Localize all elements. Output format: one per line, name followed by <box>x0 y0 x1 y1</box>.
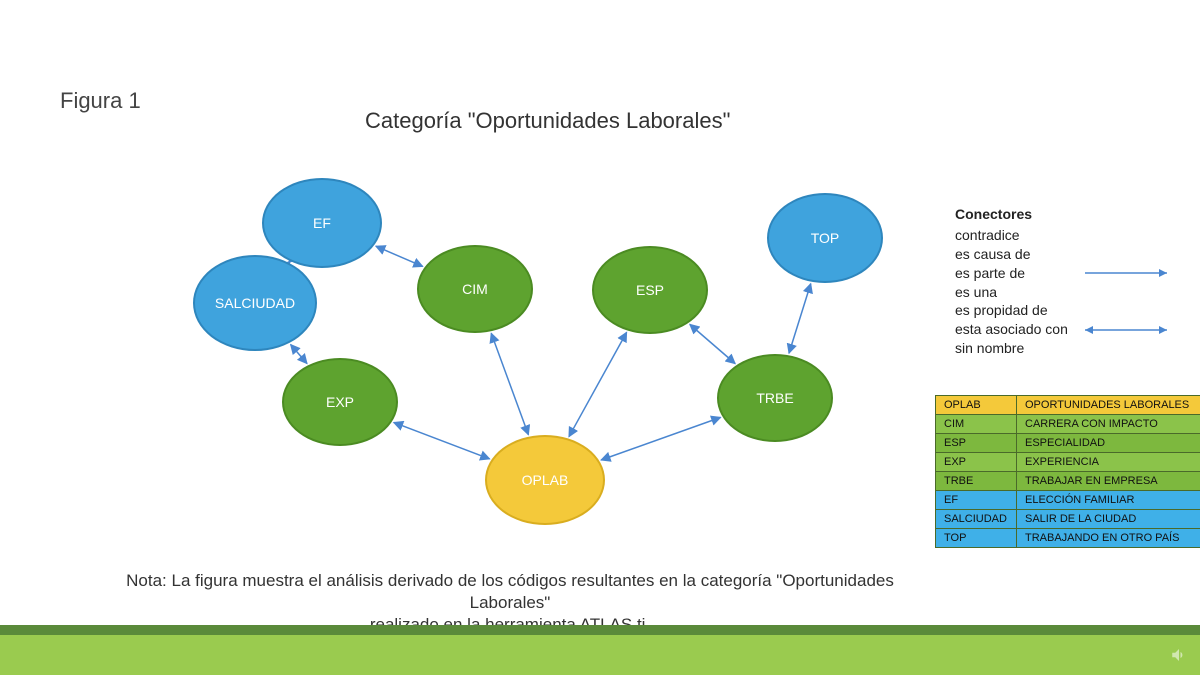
node-top: TOP <box>767 193 883 283</box>
edge-exp-oplab <box>394 422 490 458</box>
node-ef: EF <box>262 178 382 268</box>
connector-label: esta asociado con <box>955 320 1073 339</box>
legend-code: EXP <box>936 453 1017 472</box>
legend-row-trbe: TRBETRABAJAR EN EMPRESA <box>936 472 1200 491</box>
edge-ef-cim <box>376 246 423 266</box>
legend-row-ef: EFELECCIÓN FAMILIAR <box>936 491 1200 510</box>
connector-row-6: sin nombre <box>955 339 1185 358</box>
node-salciudad: SALCIUDAD <box>193 255 317 351</box>
edge-esp-trbe <box>690 324 735 363</box>
legend-code: TOP <box>936 529 1017 548</box>
diagram-title: Categoría "Oportunidades Laborales" <box>365 108 730 134</box>
connector-row-5: esta asociado con <box>955 320 1185 339</box>
legend-row-exp: EXPEXPERIENCIA <box>936 453 1200 472</box>
connector-label: es causa de <box>955 245 1073 264</box>
connector-label: contradice <box>955 226 1073 245</box>
legend-code: EF <box>936 491 1017 510</box>
connectors-header: Conectores <box>955 205 1185 224</box>
legend-desc: EXPERIENCIA <box>1017 453 1200 472</box>
legend-code: ESP <box>936 434 1017 453</box>
legend-row-cim: CIMCARRERA CON IMPACTO <box>936 415 1200 434</box>
node-esp: ESP <box>592 246 708 334</box>
double-arrow-icon <box>1081 324 1171 336</box>
edge-esp-oplab <box>569 332 627 436</box>
note-line-1: Nota: La figura muestra el análisis deri… <box>126 571 894 612</box>
figure-label: Figura 1 <box>60 88 141 114</box>
connector-label: es propidad de <box>955 301 1073 320</box>
legend-desc: ESPECIALIDAD <box>1017 434 1200 453</box>
slide: Figura 1 Categoría "Oportunidades Labora… <box>0 0 1200 675</box>
footer-bar-light <box>0 635 1200 675</box>
node-trbe: TRBE <box>717 354 833 442</box>
node-exp: EXP <box>282 358 398 446</box>
connector-row-1: es causa de <box>955 245 1185 264</box>
connector-label: es una <box>955 283 1073 302</box>
legend-row-top: TOPTRABAJANDO EN OTRO PAÍS <box>936 529 1200 548</box>
connector-label: es parte de <box>955 264 1073 283</box>
edge-top-trbe <box>789 284 811 354</box>
legend-desc: ELECCIÓN FAMILIAR <box>1017 491 1200 510</box>
edge-cim-oplab <box>491 333 528 434</box>
legend-desc: TRABAJANDO EN OTRO PAÍS <box>1017 529 1200 548</box>
legend-row-salciudad: SALCIUDADSALIR DE LA CIUDAD <box>936 510 1200 529</box>
connectors-key: Conectores contradicees causa dees parte… <box>955 205 1185 358</box>
legend-code: CIM <box>936 415 1017 434</box>
legend-row-esp: ESPESPECIALIDAD <box>936 434 1200 453</box>
single-arrow-icon <box>1081 267 1171 279</box>
legend-table: OPLABOPORTUNIDADES LABORALESCIMCARRERA C… <box>935 395 1200 548</box>
edge-trbe-oplab <box>601 417 721 460</box>
connector-label: sin nombre <box>955 339 1073 358</box>
legend-desc: TRABAJAR EN EMPRESA <box>1017 472 1200 491</box>
legend-code: TRBE <box>936 472 1017 491</box>
footer-bar-dark <box>0 625 1200 635</box>
legend-desc: SALIR DE LA CIUDAD <box>1017 510 1200 529</box>
legend-row-oplab: OPLABOPORTUNIDADES LABORALES <box>936 396 1200 415</box>
speaker-icon <box>1170 646 1188 669</box>
edge-salciudad-exp <box>291 344 307 363</box>
connector-row-2: es parte de <box>955 264 1185 283</box>
connector-row-0: contradice <box>955 226 1185 245</box>
connector-row-4: es propidad de <box>955 301 1185 320</box>
node-oplab: OPLAB <box>485 435 605 525</box>
legend-code: SALCIUDAD <box>936 510 1017 529</box>
legend-desc: CARRERA CON IMPACTO <box>1017 415 1200 434</box>
connector-row-3: es una <box>955 283 1185 302</box>
legend-desc: OPORTUNIDADES LABORALES <box>1017 396 1200 415</box>
node-cim: CIM <box>417 245 533 333</box>
legend-code: OPLAB <box>936 396 1017 415</box>
